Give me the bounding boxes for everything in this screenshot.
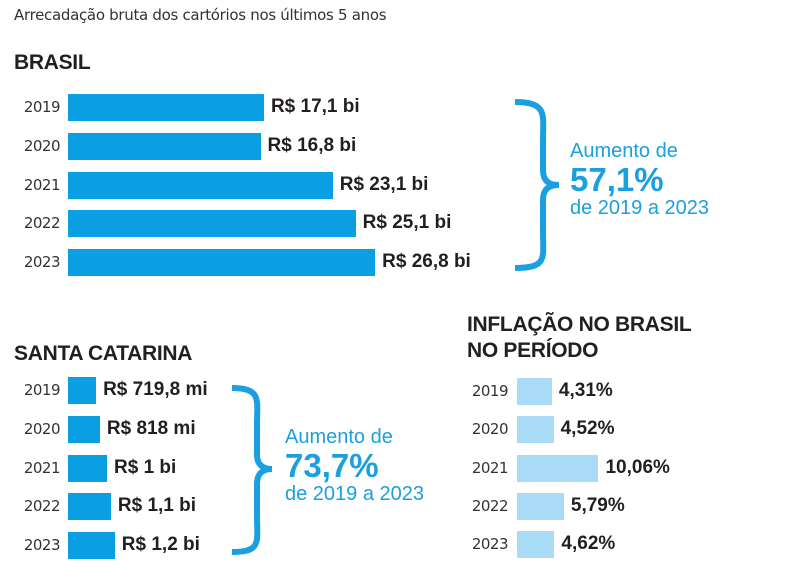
inflation-year-label: 2020 [471, 420, 509, 439]
brasil-year-label: 2022 [23, 214, 61, 233]
brasil-year-label: 2023 [23, 253, 61, 272]
sc-bar [68, 532, 115, 560]
sc-annotation-line1: Aumento de [285, 426, 393, 448]
inflation-bar [517, 454, 599, 482]
inflation-value-label: 4,52% [560, 418, 615, 440]
inflation-year-label: 2023 [471, 535, 509, 554]
inflation-year-label: 2019 [471, 382, 509, 400]
brasil-year-label: 2021 [23, 175, 61, 194]
brasil-year-label: 2020 [23, 136, 61, 155]
brasil-value-label: R$ 17,1 bi [270, 96, 360, 117]
sc-year-label: 2023 [23, 536, 61, 555]
sc-year-label: 2021 [23, 458, 61, 477]
brasil-bar [68, 94, 264, 121]
sc-year-label: 2020 [23, 419, 61, 438]
sc-annotation-line2: de 2019 a 2023 [285, 483, 425, 505]
sc-value-label: R$ 818 mi [106, 417, 196, 439]
sc-value-label: R$ 1,2 bi [121, 534, 200, 556]
inflation-year-label: 2021 [471, 458, 509, 477]
sc-annotation: Aumento de 73,7% de 2019 a 2023 [285, 426, 424, 506]
inflation-bar [517, 416, 554, 444]
brasil-bar [68, 132, 261, 160]
sc-year-label: 2019 [23, 381, 61, 399]
inflation-bar [517, 378, 552, 405]
sc-value-label: R$ 1,1 bi [117, 495, 197, 517]
inflation-title-line2: NO PERÍODO [467, 339, 599, 362]
sc-year-label: 2022 [23, 497, 61, 516]
brasil-annotation-line2: de 2019 a 2023 [570, 197, 710, 219]
brasil-bar [68, 171, 333, 199]
sc-bar [68, 493, 111, 521]
brasil-brace [514, 99, 560, 271]
inflation-title-line1: INFLAÇÃO NO BRASIL [467, 313, 692, 336]
brasil-value-label: R$ 25,1 bi [362, 212, 452, 234]
subtitle: Arrecadação bruta dos cartórios nos últi… [14, 6, 387, 24]
brasil-annotation: Aumento de 57,1% de 2019 a 2023 [570, 140, 709, 220]
brasil-value-label: R$ 23,1 bi [339, 173, 429, 195]
sc-bar [68, 415, 100, 443]
brasil-year-label: 2019 [23, 98, 61, 116]
brasil-value-label: R$ 26,8 bi [382, 251, 471, 273]
brasil-annotation-line1: Aumento de [570, 140, 678, 162]
sc-brace [231, 385, 273, 555]
inflation-value-label: 10,06% [605, 456, 670, 478]
inflation-value-label: 4,62% [561, 533, 616, 555]
sc-title: SANTA CATARINA [14, 342, 193, 365]
brasil-bar [68, 210, 356, 238]
sc-bar [68, 454, 107, 482]
inflation-year-label: 2022 [471, 496, 509, 515]
brasil-title: BRASIL [14, 51, 91, 74]
inflation-title: INFLAÇÃO NO BRASIL NO PERÍODO [467, 312, 692, 364]
sc-value-label: R$ 1 bi [114, 456, 177, 478]
sc-value-label: R$ 719,8 mi [103, 379, 208, 400]
sc-bar [68, 377, 97, 404]
brasil-bar [68, 249, 376, 277]
inflation-value-label: 5,79% [570, 494, 625, 516]
inflation-bar [517, 531, 555, 559]
sc-annotation-value: 73,7% [285, 447, 379, 484]
inflation-bar [517, 492, 564, 520]
inflation-value-label: 4,31% [558, 380, 613, 401]
brasil-annotation-value: 57,1% [570, 161, 664, 198]
brasil-value-label: R$ 16,8 bi [267, 134, 357, 156]
